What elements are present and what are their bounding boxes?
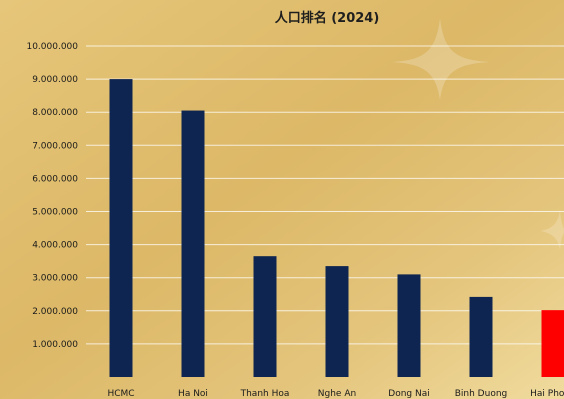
y-tick-label: 2.000.000 <box>32 307 78 317</box>
x-tick-label: Ha Noi <box>178 389 208 399</box>
y-tick-label: 6.000.000 <box>32 174 78 184</box>
y-tick-label: 10.000.000 <box>26 42 78 52</box>
x-tick-label: Dong Nai <box>388 389 429 399</box>
y-tick-label: 8.000.000 <box>32 108 78 118</box>
y-tick-label: 9.000.000 <box>32 75 78 85</box>
y-tick-label: 7.000.000 <box>32 141 78 151</box>
x-tick-label: Nghe An <box>318 389 356 399</box>
sparkle-decoration <box>392 18 490 100</box>
x-tick-label: Hai Phong <box>530 389 564 399</box>
y-tick-label: 5.000.000 <box>32 208 78 218</box>
bar <box>541 310 564 377</box>
bar <box>325 266 349 377</box>
y-tick-label: 4.000.000 <box>32 241 78 251</box>
y-tick-label: 3.000.000 <box>32 274 78 284</box>
bar <box>181 110 205 378</box>
bar <box>109 79 133 377</box>
chart-title: 人口排名 (2024) <box>275 10 380 26</box>
x-tick-label: Thanh Hoa <box>240 389 290 399</box>
y-tick-label: 1.000.000 <box>32 340 78 350</box>
sparkle-decoration-small <box>540 210 564 250</box>
x-tick-label: HCMC <box>107 389 134 399</box>
bar <box>397 274 421 377</box>
x-tick-label: Binh Duong <box>455 389 508 399</box>
bar <box>253 256 277 377</box>
bar <box>469 296 493 377</box>
